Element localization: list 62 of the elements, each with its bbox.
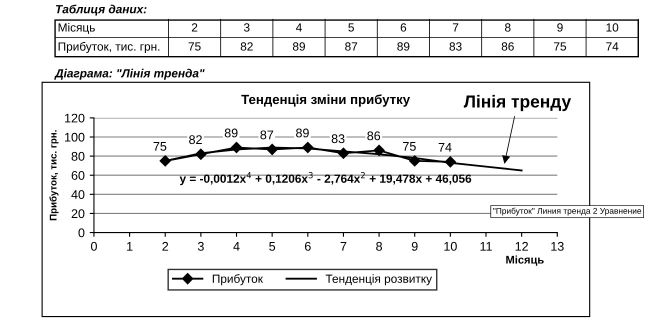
legend-label: Тенденція розвитку xyxy=(326,274,432,286)
y-tick-label: 100 xyxy=(65,132,84,142)
x-tick-label: 1 xyxy=(127,242,132,251)
text: 8 xyxy=(505,23,511,32)
x-tick-label: 7 xyxy=(340,242,346,251)
y-tick-label: 60 xyxy=(72,171,84,180)
data-label: 89 xyxy=(224,128,238,138)
y-tick-label: 0 xyxy=(78,228,84,238)
x-tick-label: 9 xyxy=(412,242,418,251)
text: 10 xyxy=(606,23,618,32)
text: 75 xyxy=(554,42,566,51)
text: 7 xyxy=(452,23,458,32)
annotation: "Прибуток" Линия тренда 2 Уравнение xyxy=(493,208,642,216)
data-label: 87 xyxy=(260,130,274,140)
x-tick-label: 12 xyxy=(516,242,528,251)
x-tick-label: 2 xyxy=(162,242,168,251)
text: Прибуток, тис. грн. xyxy=(58,42,160,54)
annotation: 3 xyxy=(308,172,313,178)
annotation: 2 xyxy=(360,172,365,178)
text: 6 xyxy=(400,23,406,32)
text: Діаграма: "Лінія тренда" xyxy=(54,68,205,80)
data-label: 89 xyxy=(296,128,309,138)
x-tick-label: 10 xyxy=(444,242,457,251)
data-label: 75 xyxy=(154,142,166,151)
text: 87 xyxy=(345,42,358,51)
y-axis-title: Прибуток, тис. грн. xyxy=(49,130,59,220)
text: 82 xyxy=(240,42,253,51)
x-tick-label: 5 xyxy=(269,242,276,251)
data-label: 74 xyxy=(438,143,452,152)
x-axis-title: Місяць xyxy=(506,255,544,266)
legend-label: Прибуток xyxy=(212,274,263,286)
x-tick-label: 4 xyxy=(233,242,240,251)
text: 3 xyxy=(244,23,250,32)
y-tick-label: 40 xyxy=(71,190,84,199)
y-tick-label: 120 xyxy=(65,114,84,123)
text: 4 xyxy=(296,23,302,32)
annotation: Лінія тренду xyxy=(464,94,572,112)
annotation: 4 xyxy=(246,172,252,178)
x-tick-label: 3 xyxy=(198,242,204,251)
text: 74 xyxy=(606,42,618,51)
text: Таблиця даних: xyxy=(56,4,147,16)
data-label: 82 xyxy=(189,135,202,144)
x-tick-label: 6 xyxy=(304,242,311,251)
x-tick-label: 8 xyxy=(376,242,382,251)
chart-title: Тенденція зміни прибутку xyxy=(241,94,410,107)
x-tick-label: 0 xyxy=(90,242,97,251)
text: 83 xyxy=(450,42,462,51)
y-tick-label: 80 xyxy=(72,152,84,161)
x-tick-label: 11 xyxy=(480,242,492,251)
text: Місяць xyxy=(58,22,95,34)
data-label: 86 xyxy=(367,131,380,140)
text: 5 xyxy=(348,23,354,32)
text: 89 xyxy=(292,42,305,51)
text: 2 xyxy=(192,23,198,32)
text: 75 xyxy=(188,42,201,51)
y-tick-label: 20 xyxy=(72,209,84,218)
data-label: 83 xyxy=(332,134,344,144)
text: 9 xyxy=(557,23,563,32)
text: 86 xyxy=(502,42,514,51)
data-label: 75 xyxy=(403,142,416,151)
text: 89 xyxy=(397,42,410,51)
x-tick-label: 13 xyxy=(551,242,564,251)
